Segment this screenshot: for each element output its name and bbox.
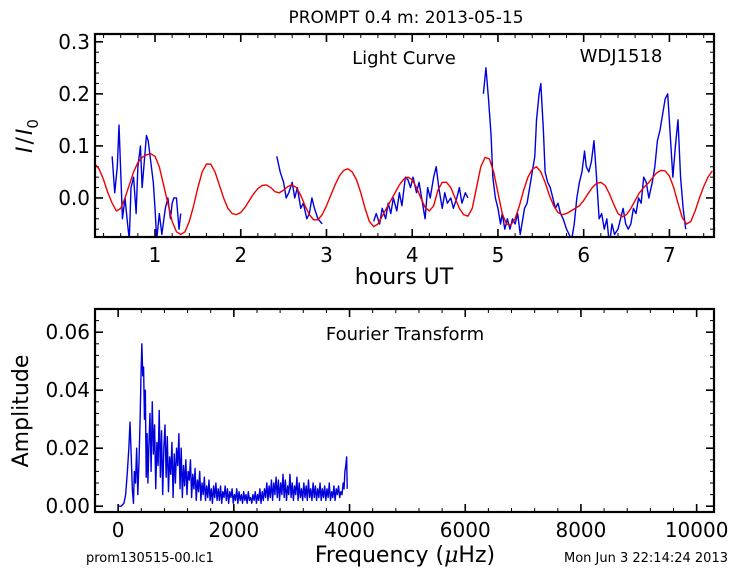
x-tick-label: 7 xyxy=(663,243,676,267)
footer-timestamp: Mon Jun 3 22:14:24 2013 xyxy=(564,551,728,566)
x-tick-label: 0 xyxy=(112,518,125,542)
y-tick-label: 0.0 xyxy=(58,186,90,210)
y-tick-label: 0.02 xyxy=(45,436,90,460)
x-tick-label: 10000 xyxy=(665,518,729,542)
series-line-observed xyxy=(111,124,182,237)
x-tick-label: 5 xyxy=(492,243,505,267)
fourier-y-axis-title: Amplitude xyxy=(9,355,34,468)
footer-filename: prom130515-00.lc1 xyxy=(86,551,214,566)
light-curve-series xyxy=(95,67,713,237)
light-curve-y-axis-title: I/I0 xyxy=(13,119,42,153)
x-tick-label: 8000 xyxy=(555,518,606,542)
x-tick-label: 6000 xyxy=(440,518,491,542)
light-curve-x-axis-title: hours UT xyxy=(355,265,454,290)
y-tick-label: 0.04 xyxy=(45,378,90,402)
series-line-amplitude xyxy=(118,343,348,507)
x-tick-label: 4 xyxy=(406,243,419,267)
fourier-series xyxy=(118,343,348,507)
y-tick-label: 0.2 xyxy=(58,82,90,106)
figure-suptitle: PROMPT 0.4 m: 2013-05-15 xyxy=(288,8,523,28)
x-tick-label: 4000 xyxy=(324,518,375,542)
fourier-ticks xyxy=(94,308,714,512)
fourier-tick-labels: 0 2000 4000 6000 8000 10000 0.00 0.02 0.04 0.06 xyxy=(45,320,728,542)
fourier-panel-label: Fourier Transform xyxy=(326,324,484,345)
fourier-transform-panel: 0 2000 4000 6000 8000 10000 0.00 0.02 0.04 0.06 F… xyxy=(9,307,728,568)
light-curve-tick-labels: 1 2 3 4 5 6 7 0.0 0.1 0.2 0.3 xyxy=(58,30,676,267)
series-line-observed xyxy=(276,156,323,225)
y-tick-label: 0.00 xyxy=(45,494,90,518)
fourier-frame xyxy=(93,307,716,514)
x-tick-label: 2 xyxy=(234,243,247,267)
light-curve-frame xyxy=(93,32,716,239)
target-name-label: WDJ1518 xyxy=(580,46,663,67)
series-line-observed xyxy=(372,166,469,225)
y-tick-label: 0.06 xyxy=(45,320,90,344)
x-tick-label: 2000 xyxy=(208,518,259,542)
x-tick-label: 6 xyxy=(577,243,590,267)
x-tick-label: 1 xyxy=(149,243,162,267)
light-curve-panel-label: Light Curve xyxy=(352,48,456,69)
fourier-x-axis-title: Frequency (μHz) xyxy=(315,543,495,568)
y-tick-label: 0.1 xyxy=(58,134,90,158)
series-line-observed xyxy=(482,67,687,237)
light-curve-panel: 1 2 3 4 5 6 70.00.10.20.3 Light Curve WDJ1518 … xyxy=(13,30,716,290)
x-tick-label: 3 xyxy=(320,243,333,267)
series-line-model xyxy=(95,153,713,236)
y-tick-label: 0.3 xyxy=(58,30,90,54)
